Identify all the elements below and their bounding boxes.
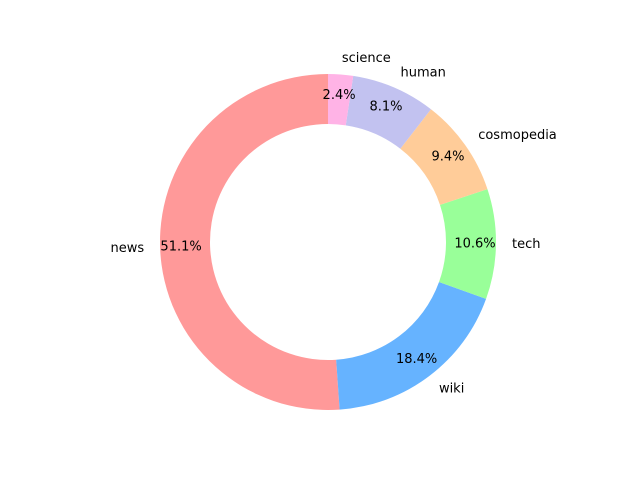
category-label-news: news — [110, 241, 144, 256]
labels-layer: 51.1% news 18.4%wiki 10.6% tech 9.4% cosmopedi… — [110, 51, 556, 396]
category-label-tech: tech — [512, 237, 540, 252]
percent-label-tech: 10.6% — [454, 236, 495, 251]
percent-label-wiki: 18.4% — [396, 352, 437, 367]
slice-news — [160, 74, 340, 410]
slice-cosmopedia — [400, 109, 488, 205]
percent-label-human: 8.1% — [369, 99, 402, 114]
percent-label-news: 51.1% — [160, 240, 201, 255]
slice-wiki — [336, 281, 487, 410]
category-label-wiki: wiki — [439, 381, 464, 396]
category-label-cosmopedia: cosmopedia — [478, 128, 557, 143]
slices-layer — [160, 74, 496, 410]
category-label-human: human — [401, 65, 446, 80]
category-label-science: science — [342, 51, 391, 66]
slice-human — [345, 75, 431, 149]
percent-label-science: 2.4% — [323, 88, 356, 103]
slice-science — [328, 74, 354, 126]
slice-tech — [439, 189, 496, 299]
percent-label-cosmopedia: 9.4% — [431, 150, 464, 165]
